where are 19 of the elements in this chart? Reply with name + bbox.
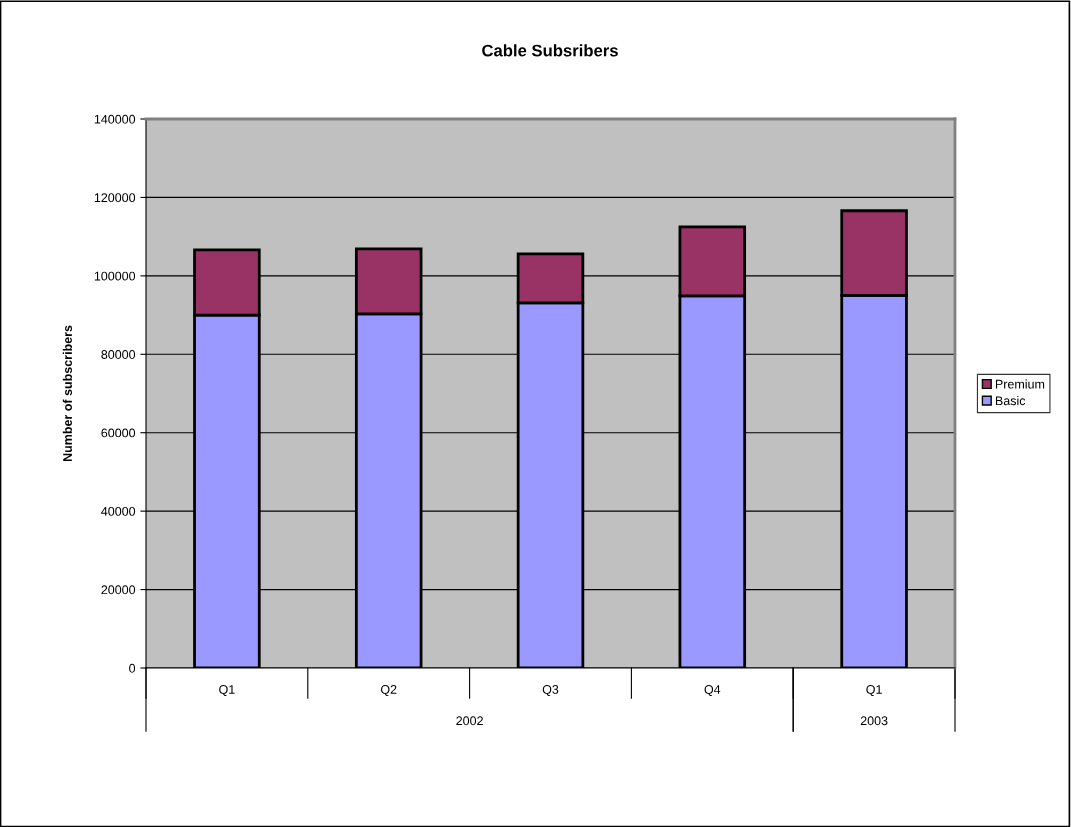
x-tick-label: Q3: [542, 685, 559, 697]
y-tick-label: 40000: [101, 506, 136, 516]
y-tick-label: 60000: [101, 428, 136, 438]
legend-label: Basic: [995, 396, 1026, 406]
y-tick-label: 140000: [94, 114, 136, 124]
x-tick-label: Q4: [704, 685, 721, 697]
legend-label: Premium: [995, 379, 1045, 389]
y-tick-label: 120000: [94, 193, 136, 203]
x-tick-label: Q2: [380, 685, 397, 697]
y-tick-label: 20000: [101, 585, 136, 595]
y-tick-label: 0: [129, 663, 136, 673]
x-tick-label: Q1: [866, 685, 882, 697]
text: 2003: [860, 716, 888, 726]
chart-title: Cable Subsribers: [482, 44, 618, 57]
text: 2002: [456, 716, 483, 726]
y-tick-label: 80000: [101, 350, 136, 359]
y-axis-title: Number of subscribers: [62, 325, 72, 462]
y-tick-label: 100000: [94, 271, 136, 281]
x-tick-label: Q1: [219, 685, 235, 697]
